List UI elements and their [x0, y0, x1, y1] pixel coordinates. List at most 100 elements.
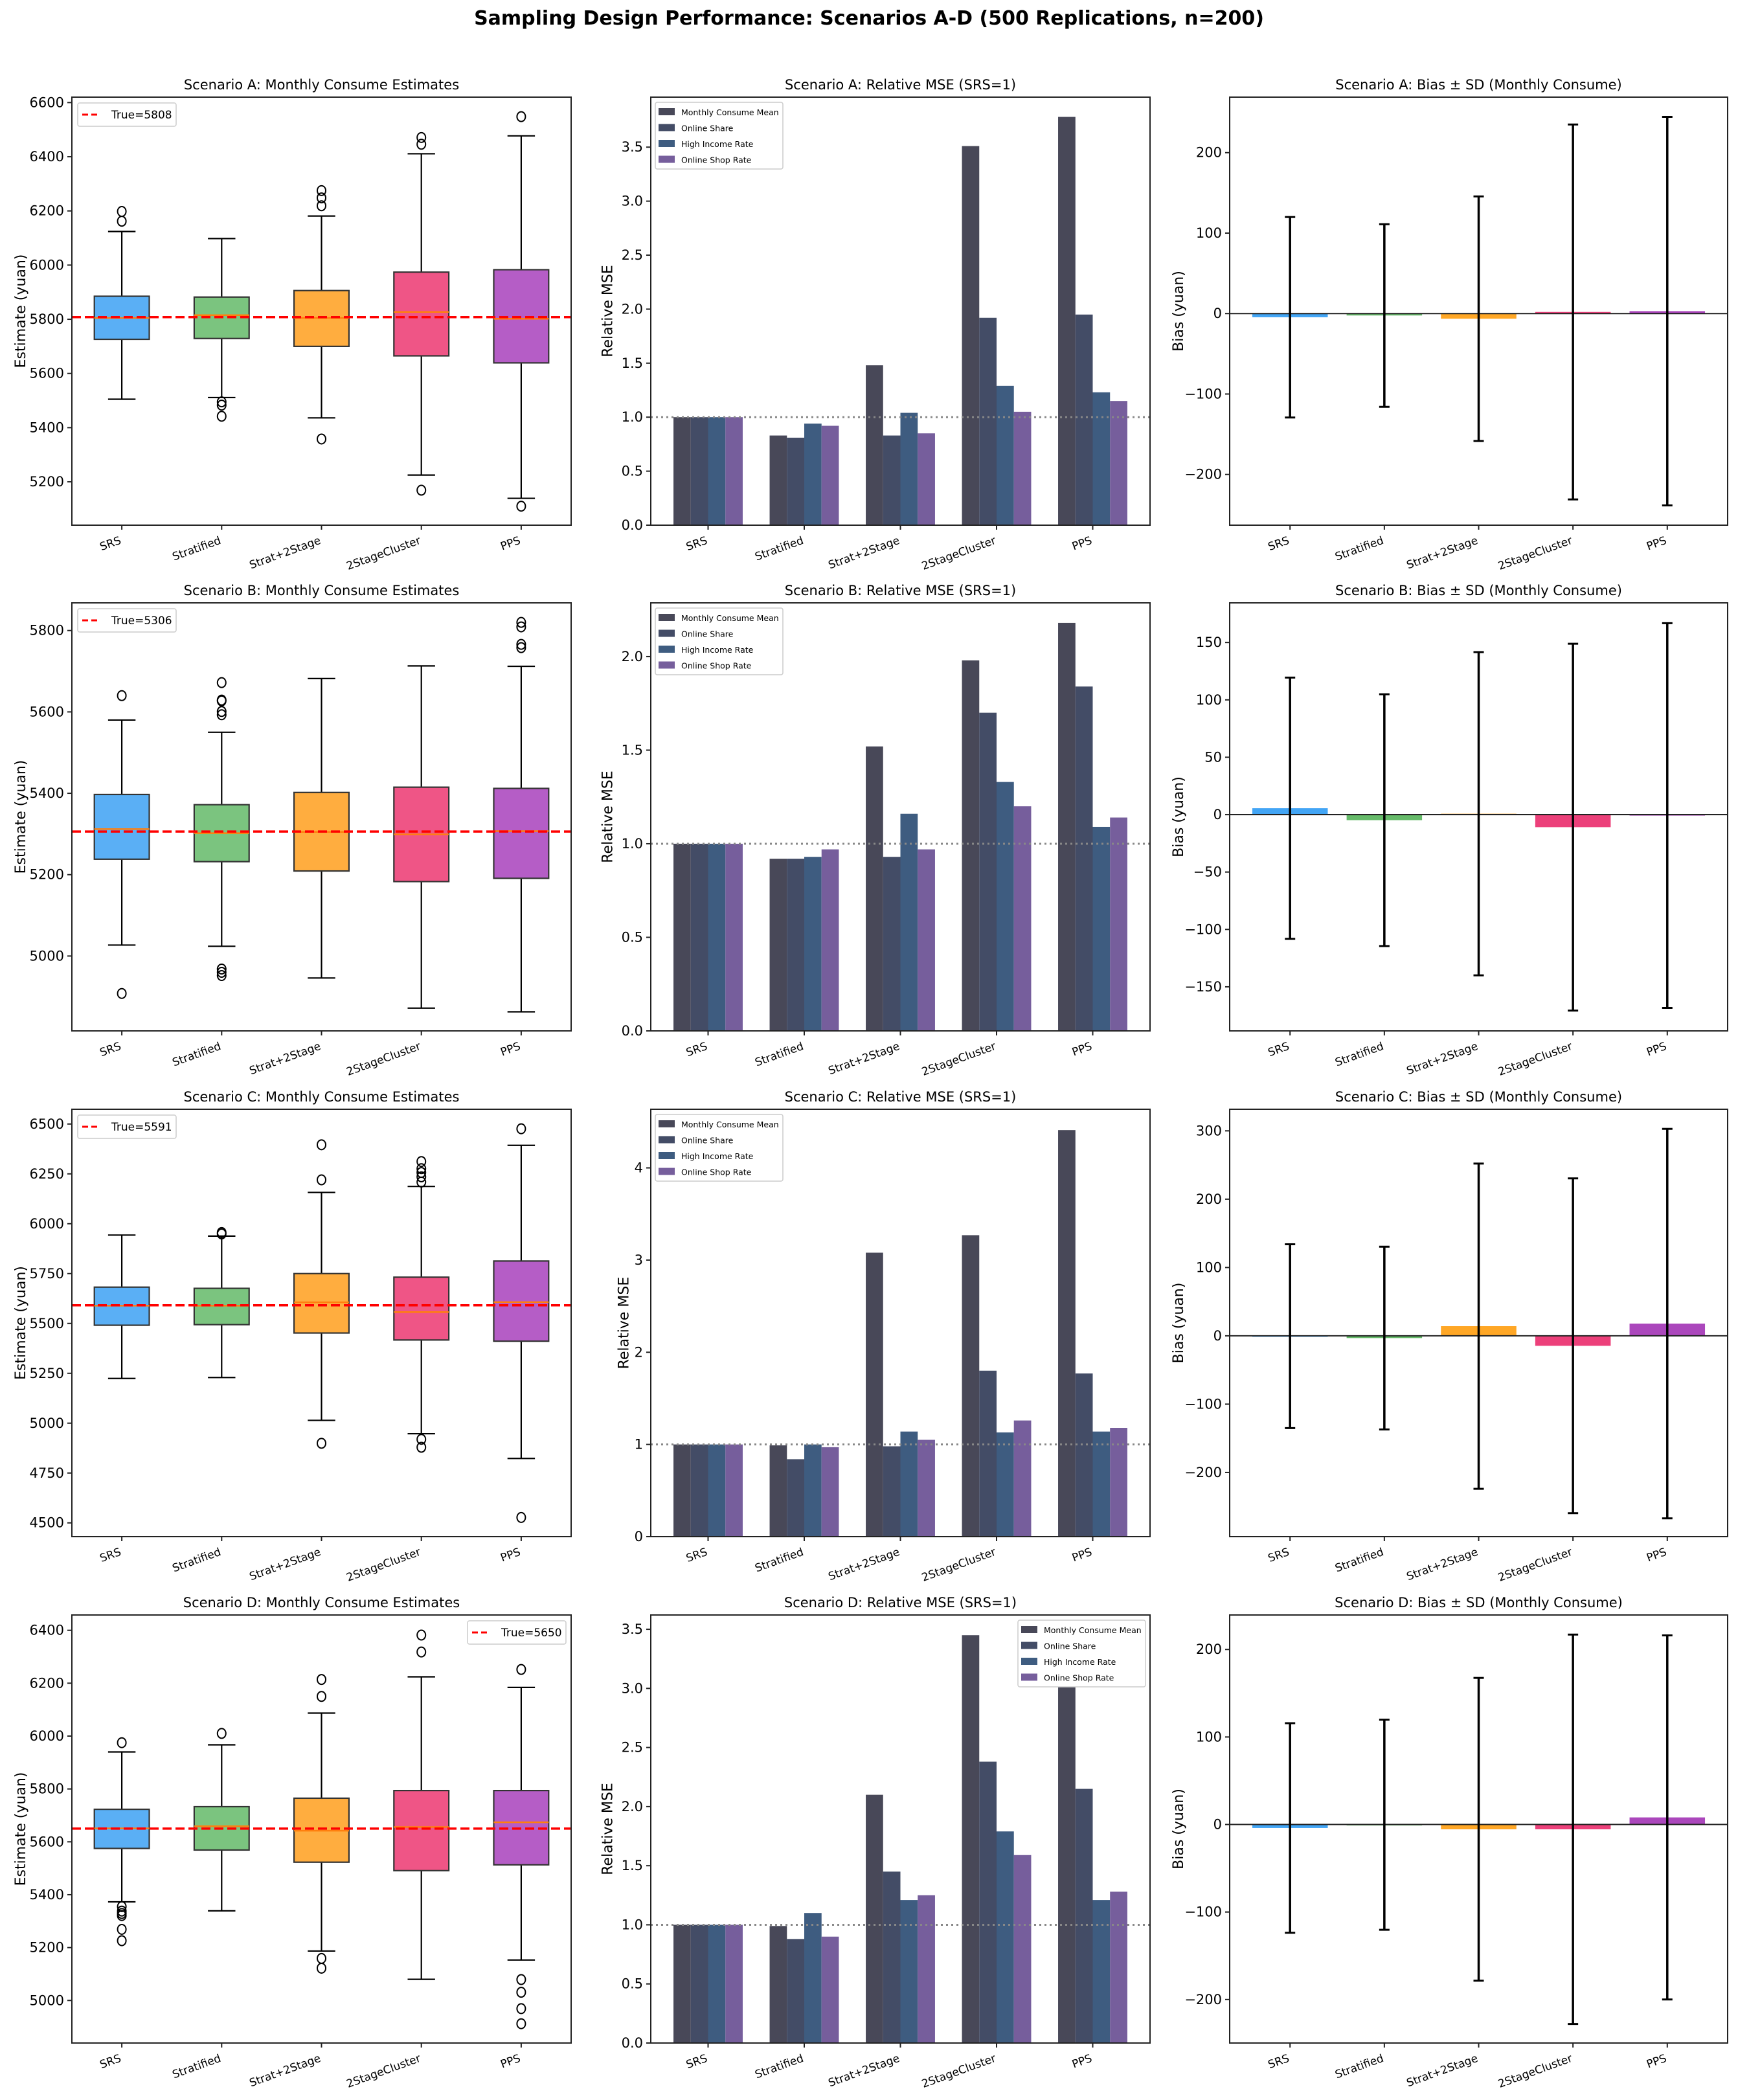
error-bar-PPS — [1662, 622, 1673, 1010]
x-tick-label: 2StageCluster — [345, 534, 423, 573]
y-tick-label: 6000 — [30, 1728, 64, 1744]
y-tick-label: 150 — [1196, 635, 1222, 650]
bar-SRS-series-0 — [673, 1444, 691, 1537]
outlier-point — [216, 963, 227, 975]
error-bar-2StageCluster — [1568, 642, 1579, 1012]
legend-swatch — [1021, 1658, 1037, 1665]
legend-frame — [77, 608, 177, 633]
legend-swatch — [659, 1152, 675, 1159]
x-tick-label: Stratified — [753, 1546, 805, 1575]
bar-panel-10: Scenario D: Relative MSE (SRS=1) 0.0 0.5 1.… — [600, 1595, 1151, 2091]
outlier-point — [317, 1962, 326, 1974]
legend-swatch — [659, 1136, 675, 1144]
box-PPS — [493, 616, 550, 1013]
x-tick-label: Strat+2Stage — [1405, 534, 1480, 572]
x-tick-label: Strat+2Stage — [827, 1040, 902, 1078]
bar-Strat+2Stage-series-3 — [918, 1895, 935, 2043]
box-iqr — [93, 793, 150, 860]
bar-panel-4: Scenario B: Relative MSE (SRS=1) 0.0 0.5 1.… — [600, 583, 1151, 1079]
outlier-point — [317, 1674, 326, 1686]
legend-label: High Income Rate — [681, 139, 754, 149]
bar-Strat+2Stage-series-0 — [866, 1794, 883, 2043]
box-Strat+2Stage — [293, 677, 350, 979]
subplot-title: Scenario B: Relative MSE (SRS=1) — [785, 583, 1016, 598]
legend-swatch — [659, 629, 675, 637]
x-tick-label: Strat+2Stage — [248, 1040, 323, 1078]
bar-SRS-series-1 — [690, 843, 708, 1031]
box-SRS — [93, 1234, 150, 1379]
bar-2StageCluster-series-3 — [1013, 1420, 1032, 1537]
outlier-point — [317, 1691, 326, 1702]
y-tick-label: 6000 — [30, 1216, 64, 1232]
bar-panel-1: Scenario A: Relative MSE (SRS=1) 0.0 0.5 1.… — [600, 77, 1151, 573]
outlier-point — [216, 677, 227, 688]
subplot-title: Scenario C: Bias ± SD (Monthly Consume) — [1335, 1089, 1622, 1105]
outlier-point — [516, 1123, 526, 1135]
bar-PPS-series-1 — [1075, 1373, 1093, 1537]
box-SRS — [93, 206, 150, 400]
outlier-point — [416, 139, 427, 150]
outlier-point — [317, 1174, 326, 1186]
box-panel-0: Scenario A: Monthly Consume Estimates 520… — [13, 77, 572, 573]
box-SRS — [93, 1737, 150, 1947]
y-tick-label: 5800 — [30, 623, 64, 638]
axes-frame — [71, 602, 572, 1032]
x-tick-label: PPS — [499, 534, 522, 553]
axes-frame — [650, 96, 1151, 526]
x-tick-label: PPS — [1070, 1040, 1094, 1059]
bar-PPS-series-0 — [1058, 1687, 1076, 2043]
x-tick-label: SRS — [98, 2052, 123, 2072]
axes-frame — [650, 1109, 1151, 1537]
bar-2StageCluster-series-1 — [979, 317, 997, 525]
y-axis-label: Bias (yuan) — [1171, 1283, 1187, 1364]
legend-label: Online Shop Rate — [681, 1168, 752, 1177]
x-tick-label: Stratified — [1333, 1040, 1385, 1070]
x-tick-label: SRS — [684, 1546, 709, 1565]
box-2StageCluster — [393, 131, 450, 496]
bar-Stratified-series-2 — [804, 1444, 822, 1537]
x-tick-label: Strat+2Stage — [1405, 1546, 1480, 1583]
legend: True=5591 — [77, 1114, 177, 1139]
outlier-point — [117, 206, 127, 218]
legend-label: Monthly Consume Mean — [681, 613, 779, 623]
y-tick-label: 5400 — [30, 1887, 64, 1902]
outlier-point — [216, 967, 227, 978]
outlier-point — [516, 501, 526, 512]
legend-frame — [77, 1114, 177, 1139]
bar-Strat+2Stage-series-0 — [866, 1252, 883, 1537]
x-tick-label: PPS — [1645, 2052, 1668, 2071]
bar-SRS-series-2 — [708, 843, 726, 1031]
y-tick-label: 1.0 — [622, 409, 643, 425]
legend: Monthly Consume Mean Online Share High Inc… — [655, 1114, 784, 1182]
x-tick-label: Stratified — [1333, 534, 1385, 564]
plot-area — [651, 1635, 1150, 2043]
bar-SRS-series-3 — [725, 1444, 743, 1537]
y-axis-label: Estimate (yuan) — [13, 760, 29, 874]
y-tick-label: −50 — [1193, 864, 1222, 880]
outlier-point — [317, 1438, 326, 1449]
error-bar-SRS — [1285, 676, 1296, 940]
legend-label: Online Shop Rate — [681, 661, 752, 671]
y-tick-label: 0 — [635, 1529, 643, 1544]
legend-label: True=5650 — [501, 1627, 562, 1640]
bar-Strat+2Stage-series-3 — [918, 849, 935, 1031]
error-bar-Strat+2Stage — [1473, 651, 1484, 977]
outlier-point — [317, 192, 326, 204]
bar-Stratified-series-0 — [769, 1926, 787, 2043]
legend-label: Monthly Consume Mean — [681, 1120, 779, 1129]
y-tick-label: −100 — [1184, 386, 1222, 401]
plot-area — [1230, 1127, 1728, 1520]
box-iqr — [493, 787, 550, 879]
bar-Strat+2Stage-series-3 — [918, 1440, 935, 1537]
error-bar-Stratified — [1379, 1719, 1390, 1931]
x-tick-label: Stratified — [171, 1546, 223, 1575]
x-tick-label: SRS — [1267, 2052, 1291, 2072]
bar-PPS-series-3 — [1110, 1891, 1127, 2043]
y-tick-label: 0.5 — [622, 464, 643, 479]
bar-SRS-series-2 — [708, 1925, 726, 2043]
x-tick-label: 2StageCluster — [920, 1546, 998, 1585]
outlier-point — [416, 1441, 427, 1453]
y-axis-label: Estimate (yuan) — [13, 1772, 29, 1886]
outlier-point — [516, 2018, 526, 2029]
